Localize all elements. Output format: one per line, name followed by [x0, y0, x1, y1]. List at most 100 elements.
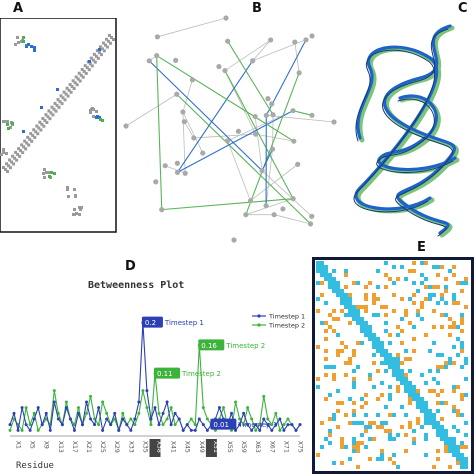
contact-cell — [103, 43, 107, 47]
heatmap-cell — [356, 421, 360, 425]
heatmap-cell — [456, 337, 460, 341]
data-point — [68, 417, 72, 421]
contact-cell — [11, 154, 15, 158]
contact-cell — [79, 73, 83, 77]
data-point — [254, 423, 258, 427]
heatmap-cell — [448, 449, 452, 453]
heatmap-cell — [368, 457, 372, 461]
heatmap-cell — [460, 341, 464, 345]
heatmap-cell — [348, 301, 352, 305]
heatmap-cell — [460, 289, 464, 293]
heatmap-cell — [428, 293, 432, 297]
network-node — [296, 70, 302, 76]
data-point — [28, 428, 32, 432]
heatmap-cell — [364, 309, 368, 313]
heatmap-cell — [408, 397, 412, 401]
data-point — [8, 423, 12, 427]
contact-cell — [92, 108, 95, 111]
heatmap-cell — [432, 417, 436, 421]
heatmap-cell — [324, 321, 328, 325]
data-point — [181, 428, 185, 432]
protein-ribbon — [354, 45, 439, 211]
data-point — [234, 400, 238, 404]
data-point — [85, 411, 89, 415]
network-node — [231, 237, 237, 243]
data-point — [149, 423, 153, 427]
contact-cell — [52, 107, 56, 111]
heatmap-cell — [360, 397, 364, 401]
heatmap-cell — [376, 297, 380, 301]
network-node — [292, 39, 298, 45]
network-node — [146, 58, 152, 64]
heatmap-cell — [428, 413, 432, 417]
heatmap-cell — [416, 417, 420, 421]
contact-cell — [8, 158, 12, 162]
heatmap-cell — [316, 309, 320, 313]
heatmap-cell — [400, 381, 404, 385]
heatmap-cell — [332, 365, 336, 369]
network-node — [291, 138, 297, 144]
data-point — [173, 423, 177, 427]
contact-cell — [27, 143, 31, 147]
data-point — [161, 411, 165, 415]
heatmap-cell — [424, 333, 428, 337]
data-point — [278, 428, 282, 432]
heatmap-cell — [460, 313, 464, 317]
data-point — [141, 389, 145, 393]
heatmap-cell — [352, 317, 356, 321]
contact-cell — [39, 128, 43, 132]
data-point — [64, 400, 68, 404]
heatmap-cell — [368, 373, 372, 377]
heatmap-cell — [364, 413, 368, 417]
contact-cell — [12, 162, 16, 166]
network-edge-highlight — [177, 110, 294, 173]
network-node — [269, 101, 275, 107]
heatmap-cell — [416, 421, 420, 425]
heatmap-cell — [348, 305, 352, 309]
heatmap-cell — [416, 405, 420, 409]
heatmap-cell — [340, 341, 344, 345]
heatmap-cell — [452, 449, 456, 453]
heatmap-cell — [428, 421, 432, 425]
heatmap-cell — [356, 449, 360, 453]
heatmap-cell — [432, 465, 436, 469]
heatmap-cell — [328, 281, 332, 285]
network-node — [259, 168, 265, 174]
heatmap-cell — [428, 369, 432, 373]
annotation-label: Timestep 2 — [181, 370, 221, 378]
network-node — [222, 67, 228, 74]
contact-cell — [78, 213, 81, 216]
heatmap-cell — [336, 281, 340, 285]
heatmap-cell — [332, 413, 336, 417]
tick-label: X45 — [184, 441, 192, 453]
contact-cell — [22, 36, 25, 39]
network-edge-highlight — [245, 72, 300, 215]
contact-cell — [62, 90, 66, 94]
data-point — [262, 394, 266, 398]
heatmap-cell — [432, 377, 436, 381]
network-node — [224, 138, 231, 144]
heatmap-cell — [384, 421, 388, 425]
heatmap-cell — [424, 413, 428, 417]
heatmap-cell — [320, 445, 324, 449]
heatmap-cell — [440, 389, 444, 393]
heatmap-cell — [340, 301, 344, 305]
data-point — [24, 423, 28, 427]
heatmap-cell — [328, 325, 332, 329]
heatmap-cell — [320, 293, 324, 297]
contact-cell — [80, 206, 83, 209]
heatmap-cell — [452, 441, 456, 445]
data-point — [290, 423, 294, 427]
contact-cell — [5, 152, 8, 155]
heatmap-cell — [332, 461, 336, 465]
heatmap-cell — [396, 385, 400, 389]
data-point — [161, 423, 165, 427]
heatmap-cell — [340, 349, 344, 353]
heatmap-cell — [372, 313, 376, 317]
heatmap-cell — [420, 409, 424, 413]
data-point — [286, 417, 290, 421]
tick-label: X41 — [170, 441, 178, 453]
contact-cell — [51, 113, 55, 117]
heatmap-cell — [452, 301, 456, 305]
contact-cell — [22, 40, 25, 43]
